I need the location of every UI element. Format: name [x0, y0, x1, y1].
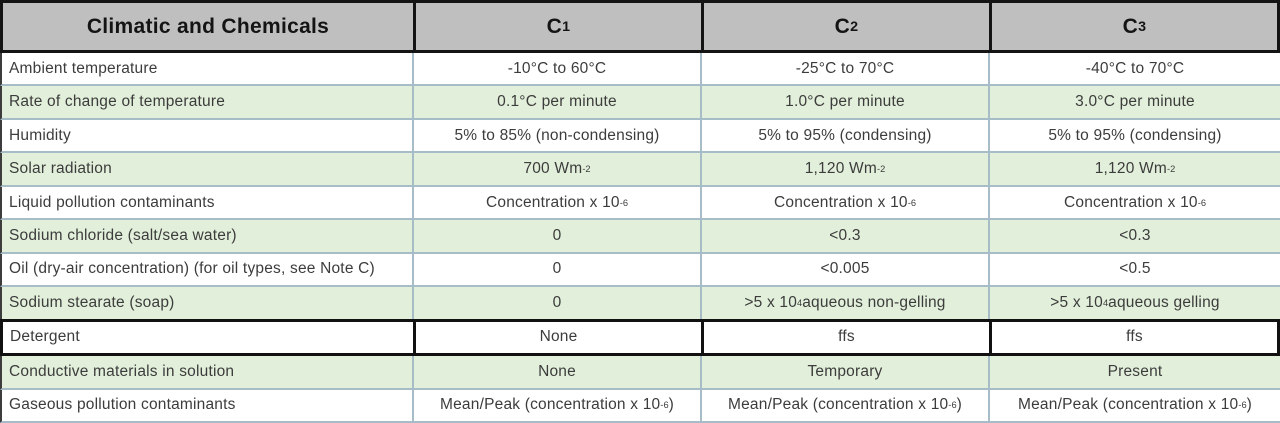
- row-label: Sodium stearate (soap): [9, 293, 175, 311]
- value-cell-c2: Concentration x 10 -6: [700, 186, 988, 219]
- value-cell-c3: 3.0°C per minute: [988, 86, 1280, 118]
- row-label: Detergent: [10, 328, 80, 346]
- table-row: Sodium chloride (salt/sea water) 0 <0.3 <0.…: [0, 220, 1280, 254]
- value-cell-c3: <0.3: [988, 220, 1280, 252]
- value-cell-c2: <0.005: [700, 253, 988, 286]
- value-cell-c1: 0: [412, 253, 700, 286]
- value-cell-c3: ffs: [989, 321, 1277, 354]
- value-cell-c2: -25°C to 70°C: [700, 53, 988, 85]
- table-row: Gaseous pollution contaminants Mean/Peak …: [0, 389, 1280, 423]
- value-cell-c3: Concentration x 10 -6: [988, 186, 1280, 219]
- value-cell-c3: 1,120 Wm -2: [988, 153, 1280, 185]
- value-cell-c3: 5% to 95% (condensing): [988, 119, 1280, 152]
- header-climatic-and-chemicals: Climatic and Chemicals: [86, 14, 330, 38]
- value-cell-c2: ffs: [701, 321, 989, 354]
- table-row: Conductive materials in solution None Temp…: [0, 356, 1280, 390]
- value-cell-c3: Mean/Peak (concentration x 10 -6): [988, 389, 1280, 421]
- value-cell-c3: -40°C to 70°C: [988, 53, 1280, 85]
- value-cell-c3: >5 x 10 4 aqueous gelling: [988, 287, 1280, 319]
- value-cell-c1: 0.1°C per minute: [412, 86, 700, 118]
- value-cell-c2: >5 x 10 4 aqueous non-gelling: [700, 287, 988, 319]
- value-cell-c2: Mean/Peak (concentration x 10 -6): [700, 389, 988, 421]
- row-label: Ambient temperature: [9, 59, 158, 77]
- row-label: Rate of change of temperature: [9, 93, 226, 111]
- table-row: Sodium stearate (soap) 0 >5 x 10 4 aqueous …: [0, 287, 1280, 319]
- row-label: Conductive materials in solution: [9, 362, 235, 380]
- table-row: Ambient temperature -10°C to 60°C -25°C to…: [0, 53, 1280, 87]
- value-cell-c1: 700 Wm -2: [412, 153, 700, 185]
- value-cell-c1: None: [412, 356, 700, 388]
- value-cell-c1: None: [413, 321, 701, 354]
- value-cell-c3: <0.5: [988, 253, 1280, 286]
- row-label: Oil (dry-air concentration) (for oil typ…: [9, 260, 375, 278]
- row-label: Liquid pollution contaminants: [9, 193, 215, 211]
- row-label: Humidity: [9, 126, 71, 144]
- value-cell-c3: Present: [988, 356, 1280, 388]
- row-label: Sodium chloride (salt/sea water): [9, 226, 237, 244]
- value-cell-c1: 0: [412, 220, 700, 252]
- value-cell-c2: 1.0°C per minute: [700, 86, 988, 118]
- value-cell-c1: Mean/Peak (concentration x 10 -6): [412, 389, 700, 421]
- value-cell-c1: 0: [412, 287, 700, 319]
- value-cell-c2: 1,120 Wm -2: [700, 153, 988, 185]
- value-cell-c2: Temporary: [700, 356, 988, 388]
- value-cell-c1: Concentration x 10 -6: [412, 186, 700, 219]
- value-cell-c2: <0.3: [700, 220, 988, 252]
- row-label: Solar radiation: [9, 160, 112, 178]
- value-cell-c1: -10°C to 60°C: [412, 53, 700, 85]
- table-row: Liquid pollution contaminants Concentrati…: [0, 186, 1280, 221]
- table-row: Rate of change of temperature 0.1°C per m…: [0, 86, 1280, 120]
- row-label: Gaseous pollution contaminants: [9, 396, 236, 414]
- table-body: Ambient temperature -10°C to 60°C -25°C to…: [0, 53, 1280, 423]
- table-row: Solar radiation 700 Wm -2 1,120 Wm -2 1,120 W…: [0, 153, 1280, 187]
- table-row: Humidity 5% to 85% (non-condensing) 5% to …: [0, 119, 1280, 154]
- table-row: Oil (dry-air concentration) (for oil typ…: [0, 253, 1280, 288]
- table-row: Detergent None ffs ffs: [0, 318, 1280, 357]
- value-cell-c1: 5% to 85% (non-condensing): [412, 119, 700, 152]
- value-cell-c2: 5% to 95% (condensing): [700, 119, 988, 152]
